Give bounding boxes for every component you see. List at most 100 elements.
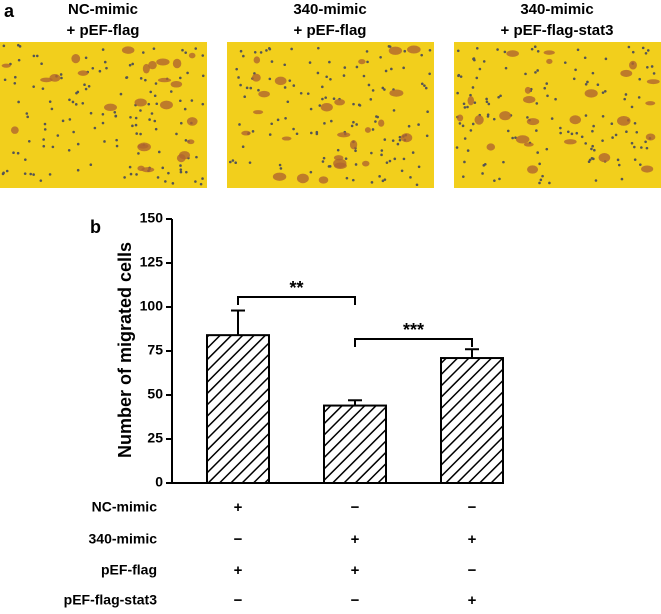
cell-dot (458, 122, 462, 125)
cell-dot (199, 182, 203, 186)
cell-dot (455, 146, 459, 149)
cell (334, 98, 345, 106)
cell-dot (43, 128, 47, 131)
cell-dot (268, 77, 272, 81)
cell-dot (411, 151, 415, 154)
cell-dot (511, 136, 514, 140)
cell-dot (17, 100, 20, 104)
cell-dot (641, 46, 645, 50)
cell (318, 176, 329, 184)
cell-dot (190, 99, 194, 102)
cell-dot (576, 48, 580, 52)
cell-dot (475, 76, 479, 80)
cell-dot (483, 162, 487, 166)
condition-mark: − (468, 499, 477, 516)
cell-dot (148, 118, 151, 121)
cell-dot (161, 166, 165, 170)
cell-dot (630, 105, 634, 109)
cell-dot (530, 47, 534, 51)
cell-dot (27, 140, 31, 143)
cell-dot (93, 126, 97, 130)
cell-dot (402, 66, 405, 70)
cell-dot (633, 121, 637, 125)
cell (400, 133, 413, 143)
bar (206, 334, 270, 484)
cell-dot (417, 123, 420, 126)
cell-dot (379, 56, 382, 59)
cell-dot (646, 65, 649, 69)
cell-dot (114, 114, 118, 118)
cell-dot (278, 163, 282, 167)
cell (337, 132, 351, 138)
cell-dot (238, 123, 241, 126)
cell-dot (387, 45, 391, 48)
cell-dot (371, 128, 375, 131)
cell-dot (383, 178, 387, 181)
significance-label: *** (403, 320, 424, 340)
cell (620, 69, 633, 77)
cell-dot (308, 61, 312, 64)
cell-dot (535, 129, 538, 132)
cell-dot (42, 138, 45, 141)
cell-dot (345, 176, 349, 180)
cell (584, 89, 598, 98)
cell-dot (243, 95, 247, 99)
cell (474, 115, 484, 125)
cell (543, 50, 555, 55)
cell-dot (39, 179, 43, 182)
image-caption: 340-mimic (520, 1, 593, 18)
cell-dot (385, 161, 389, 164)
cell-dot (472, 57, 476, 60)
cell (527, 165, 539, 174)
cell-dot (526, 116, 529, 119)
cell-dot (466, 105, 469, 109)
cell-dot (481, 172, 484, 175)
cell-dot (201, 177, 204, 180)
cell (349, 140, 358, 150)
cell (156, 58, 170, 66)
cell-dot (383, 138, 387, 141)
bar (323, 404, 387, 484)
condition-mark: + (468, 592, 477, 609)
cell-dot (83, 83, 86, 87)
cell-dot (463, 160, 466, 164)
cell-dot (323, 122, 326, 125)
cell-dot (60, 76, 63, 80)
cell-dot (98, 69, 102, 73)
cell-dot (524, 72, 527, 76)
cell-dot (624, 93, 628, 96)
cell-dot (601, 91, 605, 94)
cell-dot (496, 48, 499, 51)
image-caption: 340-mimic (293, 1, 366, 18)
cell-dot (321, 85, 324, 89)
cell-dot (355, 123, 358, 126)
cell-dot (370, 181, 374, 184)
cell-dot (43, 122, 47, 126)
cell-dot (131, 62, 134, 66)
cell-dot (534, 71, 537, 74)
panel-label: b (90, 217, 101, 237)
cell-dot (89, 111, 93, 115)
cell-dot (167, 171, 170, 175)
cell-dot (26, 115, 29, 119)
cell-dot (74, 103, 78, 106)
cell-dot (270, 122, 273, 126)
cell-dot (239, 83, 242, 87)
cell-dot (591, 71, 595, 75)
cell-dot (370, 151, 373, 155)
cell (546, 58, 553, 64)
cell (187, 139, 195, 145)
cell-dot (32, 54, 36, 58)
cell (646, 79, 660, 85)
cell (10, 126, 19, 134)
cell-dot (139, 109, 142, 112)
cell-dot (91, 66, 95, 70)
cell-dot (381, 179, 385, 183)
cell-dot (417, 165, 421, 169)
cell-dot (288, 79, 292, 82)
cell (253, 110, 264, 115)
cell-dot (575, 131, 579, 135)
cell-dot (306, 92, 310, 95)
cell-dot (355, 65, 359, 69)
cell (160, 100, 173, 110)
